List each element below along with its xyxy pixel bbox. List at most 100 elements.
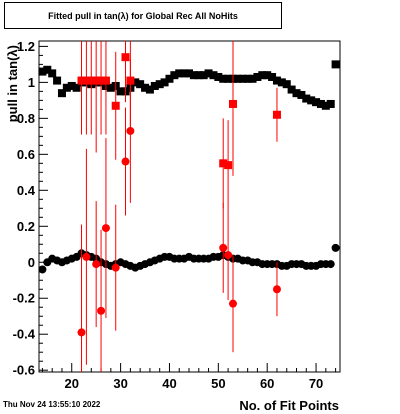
data-point — [92, 76, 101, 85]
data-point — [77, 328, 86, 337]
y-tick-label: 1 — [28, 75, 35, 90]
y-tick-label: -0.2 — [13, 291, 35, 306]
series — [38, 60, 340, 110]
data-point — [175, 69, 184, 78]
data-point — [53, 76, 62, 85]
data-point — [272, 285, 281, 294]
data-point — [282, 80, 291, 89]
y-tick-label: 0.4 — [17, 183, 36, 198]
data-point — [87, 76, 96, 85]
chart-title: Fitted pull in tan(λ) for Global Rec All… — [4, 2, 282, 29]
data-points — [38, 41, 340, 372]
data-point — [101, 76, 110, 85]
data-point — [219, 243, 228, 252]
data-point — [292, 89, 301, 98]
y-tick-label: -0.6 — [13, 363, 35, 378]
data-point — [38, 67, 47, 76]
data-point — [321, 101, 330, 110]
data-point — [272, 76, 281, 85]
data-point — [268, 72, 277, 81]
data-point — [233, 74, 242, 83]
y-tick-label: 1.2 — [17, 39, 35, 54]
data-point — [297, 90, 306, 99]
y-axis: -0.6 -0.4 -0.2 0 0.2 0.4 0.6 0.8 1 1.2 — [13, 39, 48, 378]
data-point — [224, 161, 233, 170]
data-point — [72, 83, 81, 92]
series — [77, 41, 281, 211]
data-point — [82, 252, 91, 261]
data-point — [312, 98, 321, 107]
data-point — [62, 83, 71, 92]
data-point — [43, 65, 52, 74]
y-tick-label: 0.6 — [17, 147, 35, 162]
y-tick-label: 0 — [28, 255, 35, 270]
data-point — [121, 157, 130, 166]
data-point — [57, 89, 66, 98]
data-point — [302, 94, 311, 103]
data-point — [150, 81, 159, 90]
y-tick-label: -0.4 — [13, 327, 36, 342]
series — [77, 58, 281, 372]
data-point — [307, 96, 316, 105]
data-point — [194, 71, 203, 80]
data-point — [219, 74, 228, 83]
data-point — [224, 74, 233, 83]
data-point — [97, 76, 106, 85]
data-point — [131, 78, 140, 87]
x-tick-label: 60 — [260, 376, 274, 391]
x-tick-label: 20 — [65, 376, 79, 391]
data-point — [92, 260, 101, 269]
data-point — [106, 83, 115, 92]
data-point — [82, 76, 91, 85]
y-axis-label: pull in tan(λ) — [5, 45, 20, 122]
data-point — [155, 80, 164, 89]
data-point — [209, 71, 218, 80]
data-point — [111, 263, 120, 272]
data-point — [253, 72, 262, 81]
data-point — [38, 265, 47, 274]
data-point — [331, 60, 340, 69]
data-point — [141, 83, 150, 92]
data-point — [160, 78, 169, 87]
data-point — [77, 76, 86, 85]
x-tick-label: 50 — [211, 376, 225, 391]
y-tick-label: 0.2 — [17, 219, 35, 234]
data-point — [219, 159, 228, 168]
data-point — [272, 110, 281, 119]
timestamp: Thu Nov 24 13:55:10 2022 — [3, 400, 101, 409]
data-point — [326, 99, 335, 108]
data-point — [189, 71, 198, 80]
data-point — [224, 251, 233, 260]
x-tick-label: 40 — [162, 376, 176, 391]
x-tick-label: 30 — [113, 376, 127, 391]
x-axis: 20 30 40 50 60 70 — [41, 363, 337, 391]
data-point — [185, 69, 194, 78]
x-tick-label: 70 — [309, 376, 323, 391]
data-point — [263, 71, 272, 80]
data-point — [165, 74, 174, 83]
data-point — [204, 69, 213, 78]
y-tick-label: 0.8 — [17, 111, 35, 126]
data-point — [228, 99, 237, 108]
data-point — [121, 53, 130, 62]
data-point — [238, 74, 247, 83]
data-point — [214, 72, 223, 81]
data-point — [136, 80, 145, 89]
data-point — [97, 306, 106, 315]
data-point — [180, 69, 189, 78]
data-point — [67, 81, 76, 90]
data-point — [277, 78, 286, 87]
data-point — [316, 99, 325, 108]
data-point — [287, 85, 296, 94]
data-point — [243, 74, 252, 83]
data-point — [326, 260, 335, 269]
x-axis-label: No. of Fit Points — [239, 398, 339, 413]
data-point — [101, 224, 110, 233]
data-point — [331, 243, 340, 252]
data-point — [199, 71, 208, 80]
data-point — [126, 126, 135, 135]
data-point — [145, 85, 154, 94]
data-point — [111, 101, 120, 110]
data-point — [170, 71, 179, 80]
